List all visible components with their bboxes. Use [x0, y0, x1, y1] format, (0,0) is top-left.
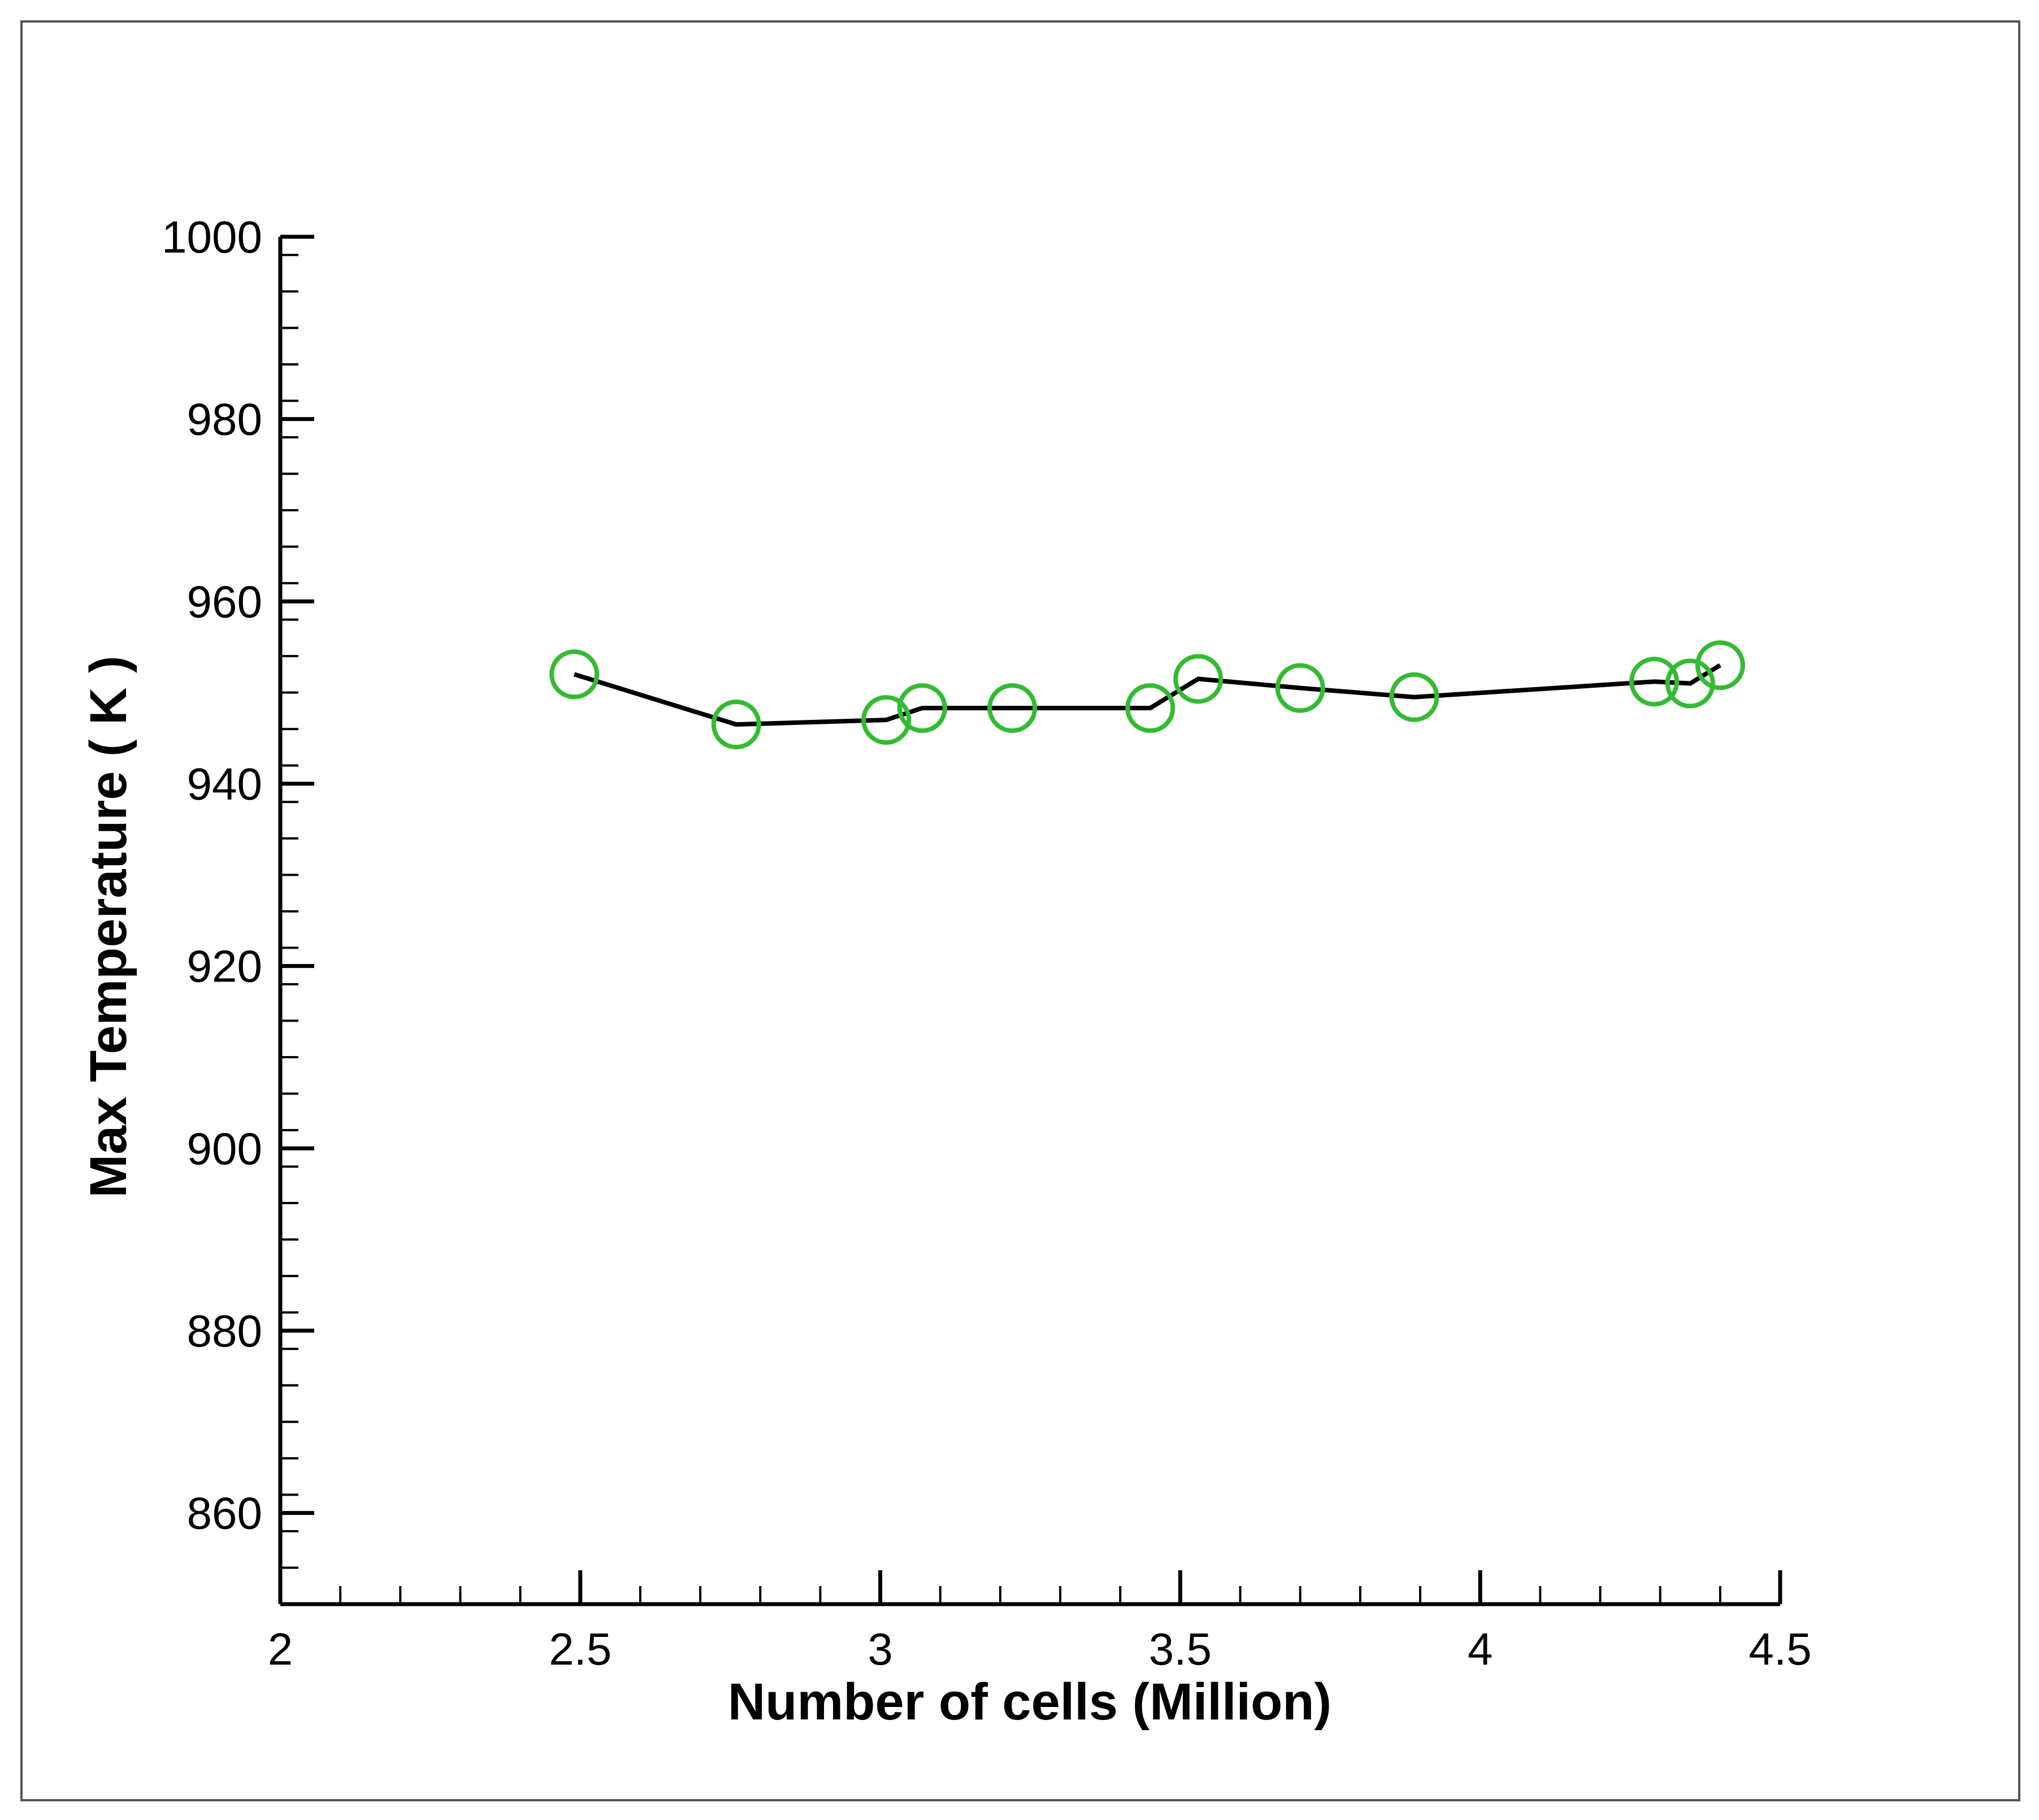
data-point-marker — [1389, 672, 1439, 722]
y-tick-label: 960 — [187, 576, 262, 627]
data-point-marker — [1173, 654, 1224, 704]
y-tick-label: 1000 — [162, 212, 262, 262]
x-tick-label: 3.5 — [1149, 1624, 1212, 1674]
data-point-marker — [1629, 657, 1680, 707]
data-point-marker — [897, 683, 947, 733]
plot-axes: 2 2.5 3 3.5 4 4.5 860 880 900 920 940 960 980 1000 — [162, 212, 1812, 1674]
data-point-marker — [1125, 683, 1175, 733]
series-line — [574, 663, 1721, 727]
figure-frame — [20, 20, 2020, 1801]
data-point-marker — [861, 695, 912, 745]
data-point-marker — [711, 700, 761, 750]
x-axis-title: Number of cells (Million) — [728, 1673, 1331, 1731]
data-point-marker — [1665, 658, 1715, 709]
data-point-marker — [549, 649, 600, 700]
y-tick-label: 880 — [187, 1306, 262, 1356]
data-point-marker — [1275, 663, 1325, 713]
x-tick-label: 3 — [867, 1624, 893, 1674]
y-tick-label: 860 — [187, 1488, 262, 1539]
y-axis-title: Max Temperature ( K ) — [80, 655, 137, 1197]
y-tick-label: 980 — [187, 394, 262, 445]
y-tick-label: 940 — [187, 759, 262, 809]
x-tick-label: 4 — [1468, 1624, 1493, 1674]
x-tick-label: 4.5 — [1749, 1624, 1811, 1674]
x-tick-label: 2 — [268, 1624, 293, 1674]
y-tick-label: 900 — [187, 1123, 262, 1174]
x-tick-label: 2.5 — [549, 1624, 611, 1674]
data-point-marker — [1695, 640, 1745, 690]
y-tick-label: 920 — [187, 941, 262, 992]
data-point-marker — [987, 683, 1038, 733]
